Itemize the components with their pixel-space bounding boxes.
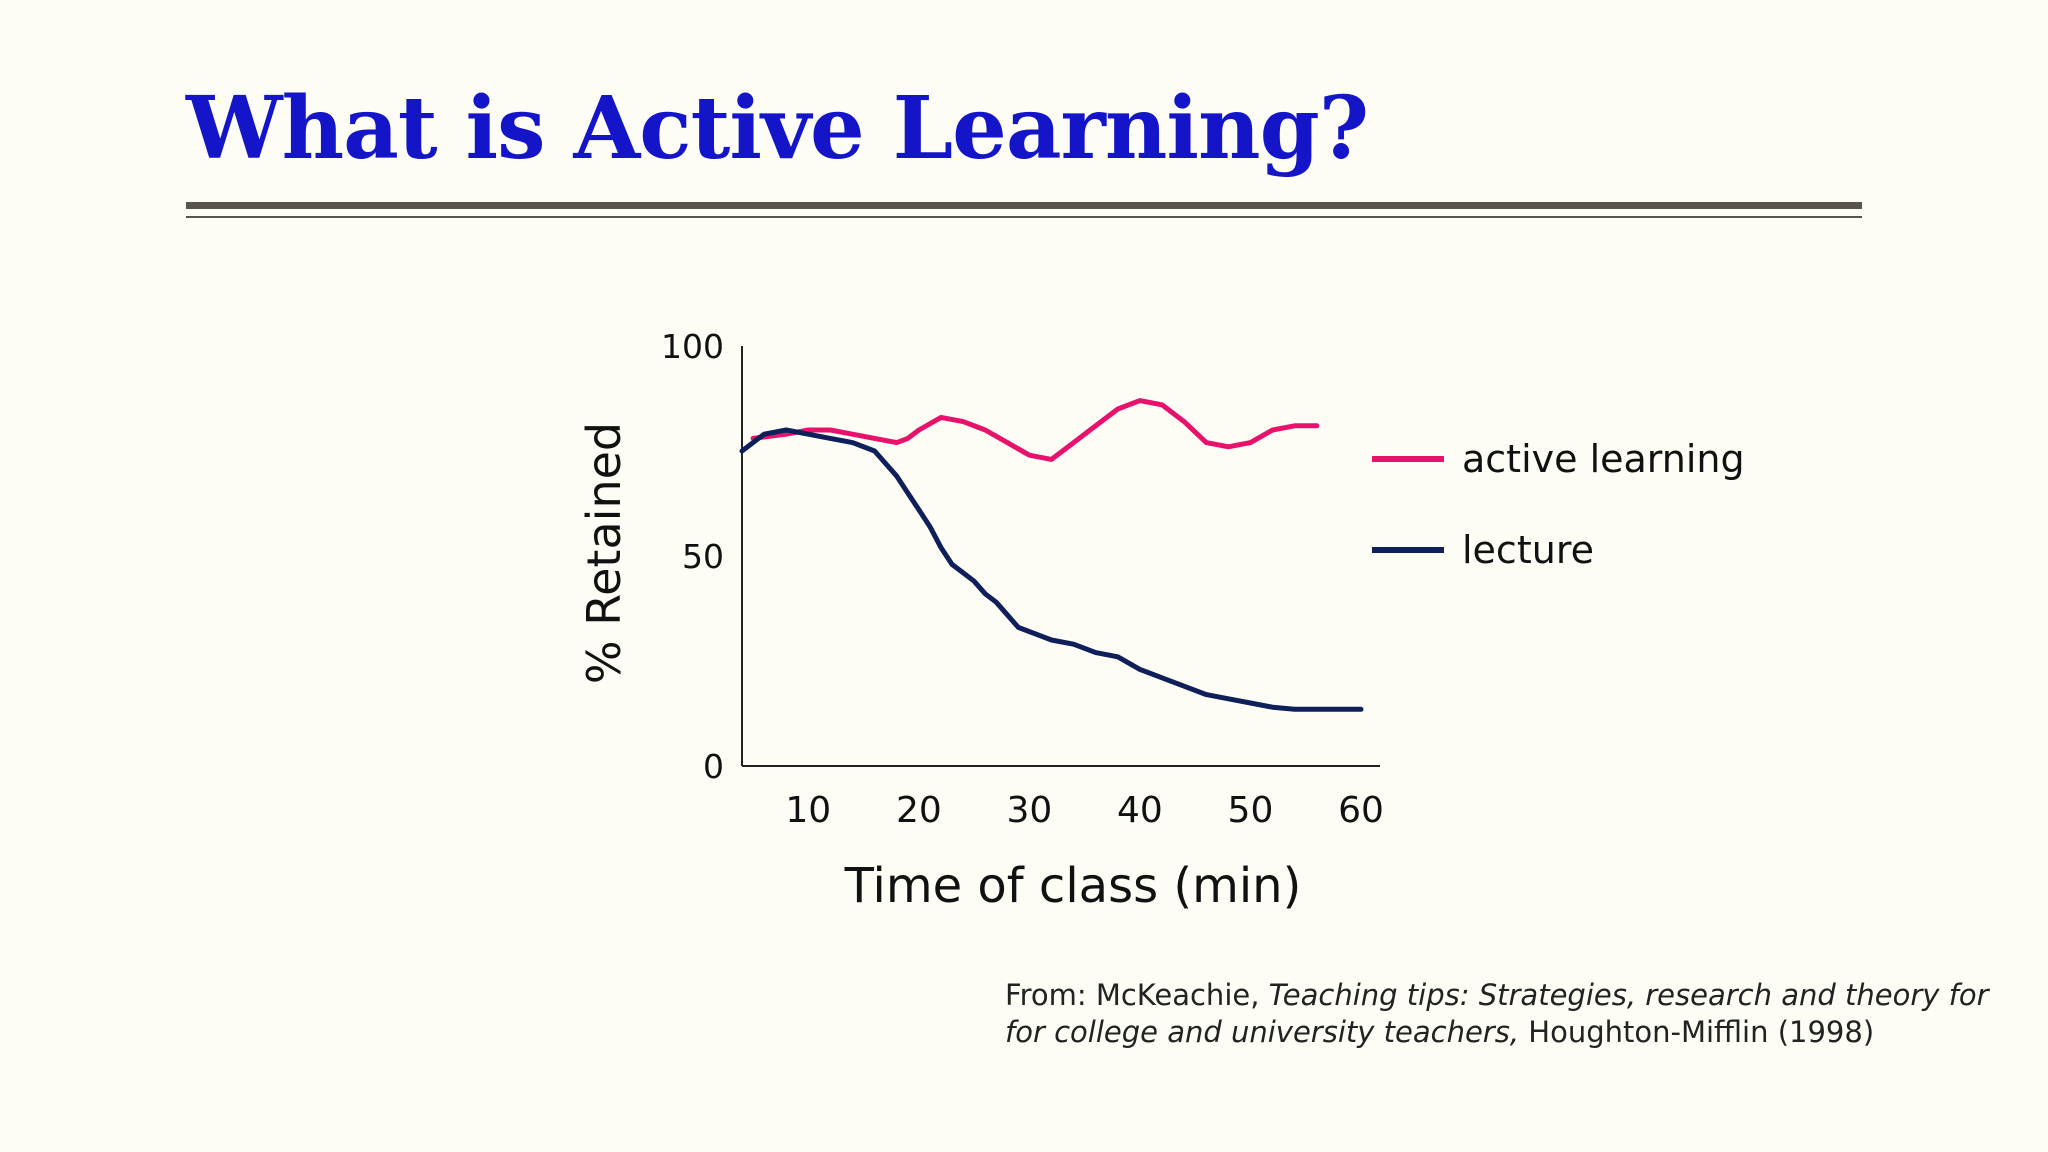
citation-line-2: for college and university teachers, Hou… — [1005, 1014, 1989, 1051]
citation-book-title-2: for college and university teachers, — [1005, 1015, 1519, 1049]
series-line-active-learning — [753, 401, 1317, 460]
legend: active learning lecture — [1372, 437, 1745, 572]
citation-publisher: Houghton-Mifflin (1998) — [1519, 1015, 1874, 1049]
y-tick-label: 100 — [661, 327, 724, 366]
x-tick-label: 20 — [896, 790, 942, 831]
legend-label: lecture — [1462, 528, 1594, 572]
y-tick-label: 0 — [703, 747, 724, 786]
y-tick-label: 50 — [682, 537, 724, 576]
y-axis-label: % Retained — [577, 422, 631, 684]
x-tick-label: 40 — [1117, 790, 1163, 831]
x-tick-label: 60 — [1338, 790, 1384, 831]
x-tick-label: 50 — [1228, 790, 1274, 831]
x-tick-label: 30 — [1006, 790, 1052, 831]
series-line-lecture — [742, 430, 1361, 709]
citation-prefix: From: McKeachie, — [1005, 978, 1269, 1012]
x-axis-label: Time of class (min) — [844, 858, 1302, 914]
legend-label: active learning — [1462, 437, 1745, 481]
x-tick-label: 10 — [785, 790, 831, 831]
citation-line-1: From: McKeachie, Teaching tips: Strategi… — [1005, 977, 1989, 1014]
citation: From: McKeachie, Teaching tips: Strategi… — [1005, 977, 1989, 1051]
citation-book-title-1: Teaching tips: Strategies, research and … — [1269, 978, 1989, 1012]
